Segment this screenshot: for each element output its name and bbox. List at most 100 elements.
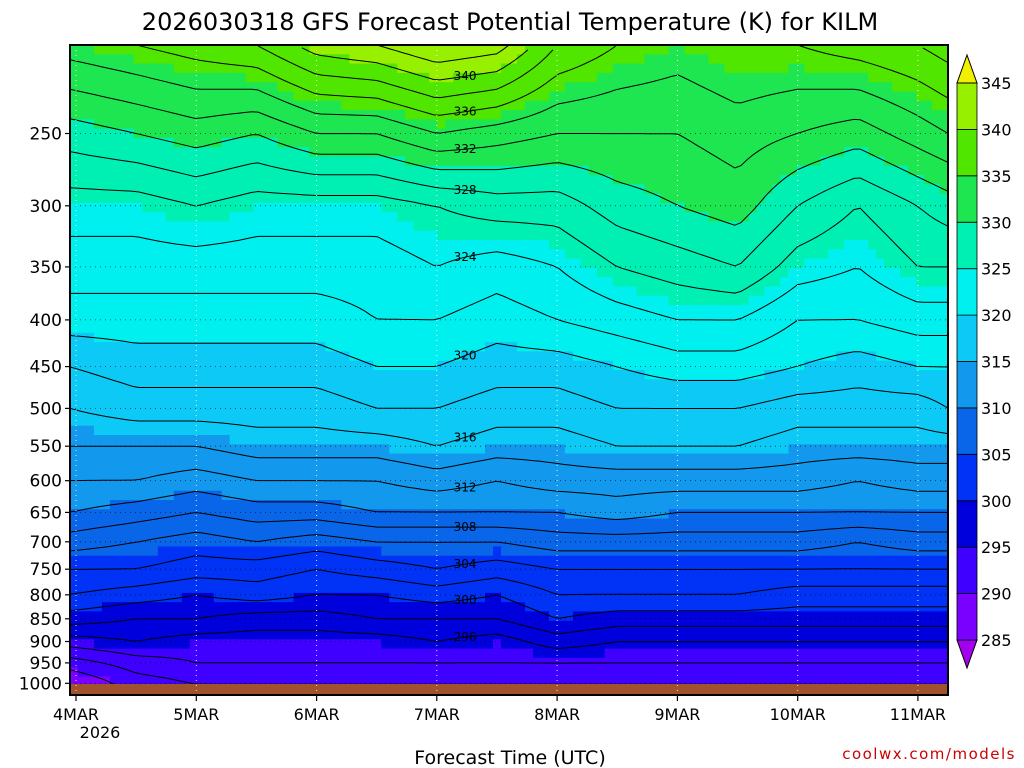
heatmap-cell (708, 156, 718, 167)
heatmap-cell (277, 110, 287, 120)
heatmap-cell (548, 175, 558, 185)
heatmap-cell (493, 82, 502, 93)
heatmap-cell (564, 184, 574, 195)
heatmap-cell (868, 221, 877, 232)
heatmap-cell (556, 453, 566, 464)
heatmap-cell (469, 240, 478, 250)
heatmap-cell (317, 323, 327, 334)
heatmap-cell (604, 202, 614, 213)
heatmap-cell (181, 45, 191, 55)
heatmap-cell (373, 305, 382, 315)
heatmap-cell (876, 453, 885, 464)
heatmap-cell (644, 416, 654, 427)
heatmap-cell (724, 110, 734, 120)
heatmap-cell (141, 267, 151, 278)
heatmap-cell (644, 435, 654, 445)
heatmap-cell (381, 82, 390, 93)
heatmap-cell (748, 453, 758, 464)
heatmap-cell (724, 45, 734, 55)
heatmap-cell (293, 267, 303, 278)
heatmap-cell (149, 212, 159, 223)
heatmap-cell (820, 351, 829, 362)
heatmap-cell (772, 91, 781, 102)
heatmap-cell (373, 360, 382, 371)
heatmap-cell (548, 110, 558, 120)
heatmap-cell (133, 360, 143, 371)
heatmap-cell (564, 54, 574, 65)
heatmap-cell (389, 184, 398, 195)
heatmap-cell (876, 147, 885, 158)
heatmap-cell (333, 184, 342, 195)
heatmap-cell (85, 453, 95, 464)
heatmap-cell (157, 444, 167, 455)
heatmap-cell (860, 202, 869, 213)
heatmap-cell (524, 277, 534, 288)
heatmap-cell (261, 221, 271, 232)
heatmap-cell (485, 119, 494, 130)
heatmap-cell (389, 119, 398, 130)
heatmap-cell (405, 351, 414, 362)
heatmap-cell (253, 119, 263, 130)
heatmap-cell (692, 425, 702, 436)
heatmap-cell (652, 258, 662, 269)
heatmap-cell (109, 91, 119, 102)
heatmap-cell (213, 453, 223, 464)
heatmap-cell (876, 286, 885, 297)
heatmap-cell (804, 397, 813, 408)
heatmap-cell (700, 267, 710, 278)
heatmap-cell (660, 221, 670, 232)
heatmap-cell (524, 72, 534, 83)
heatmap-cell (700, 212, 710, 223)
heatmap-cell (892, 91, 901, 102)
heatmap-cell (652, 91, 662, 102)
heatmap-cell (700, 407, 710, 418)
heatmap-cell (429, 453, 438, 464)
heatmap-cell (389, 332, 398, 343)
heatmap-cell (70, 221, 79, 232)
heatmap-cell (852, 435, 861, 445)
heatmap-cell (301, 193, 311, 204)
heatmap-cell (732, 351, 742, 362)
heatmap-cell (117, 110, 127, 120)
heatmap-cell (293, 360, 303, 371)
heatmap-cell (381, 100, 390, 111)
heatmap-cell (516, 295, 526, 306)
heatmap-cell (764, 63, 773, 74)
heatmap-cell (524, 221, 534, 232)
heatmap-cell (916, 184, 925, 195)
heatmap-cell (924, 453, 933, 464)
heatmap-cell (413, 156, 422, 167)
heatmap-cell (269, 305, 279, 315)
heatmap-cell (453, 407, 462, 418)
heatmap-cell (461, 193, 470, 204)
heatmap-cell (820, 54, 829, 65)
heatmap-cell (85, 156, 95, 167)
heatmap-cell (285, 462, 295, 473)
heatmap-cell (405, 360, 414, 371)
heatmap-cell (70, 202, 79, 213)
heatmap-cell (133, 323, 143, 334)
heatmap-cell (796, 323, 805, 334)
heatmap-cell (70, 175, 79, 185)
heatmap-cell (684, 342, 694, 353)
heatmap-cell (125, 119, 135, 130)
heatmap-cell (237, 147, 247, 158)
heatmap-cell (716, 230, 726, 241)
heatmap-cell (437, 230, 446, 241)
heatmap-cell (413, 323, 422, 334)
heatmap-cell (261, 119, 271, 130)
heatmap-cell (556, 45, 566, 55)
heatmap-cell (532, 323, 542, 334)
heatmap-cell (373, 63, 382, 74)
heatmap-cell (485, 110, 494, 120)
heatmap-cell (349, 165, 358, 176)
heatmap-cell (596, 119, 606, 130)
heatmap-cell (812, 388, 821, 399)
heatmap-cell (556, 435, 566, 445)
heatmap-cell (445, 119, 454, 130)
heatmap-cell (245, 119, 255, 130)
heatmap-cell (676, 388, 686, 399)
heatmap-cell (117, 267, 127, 278)
heatmap-cell (548, 63, 558, 74)
heatmap-cell (205, 397, 215, 408)
